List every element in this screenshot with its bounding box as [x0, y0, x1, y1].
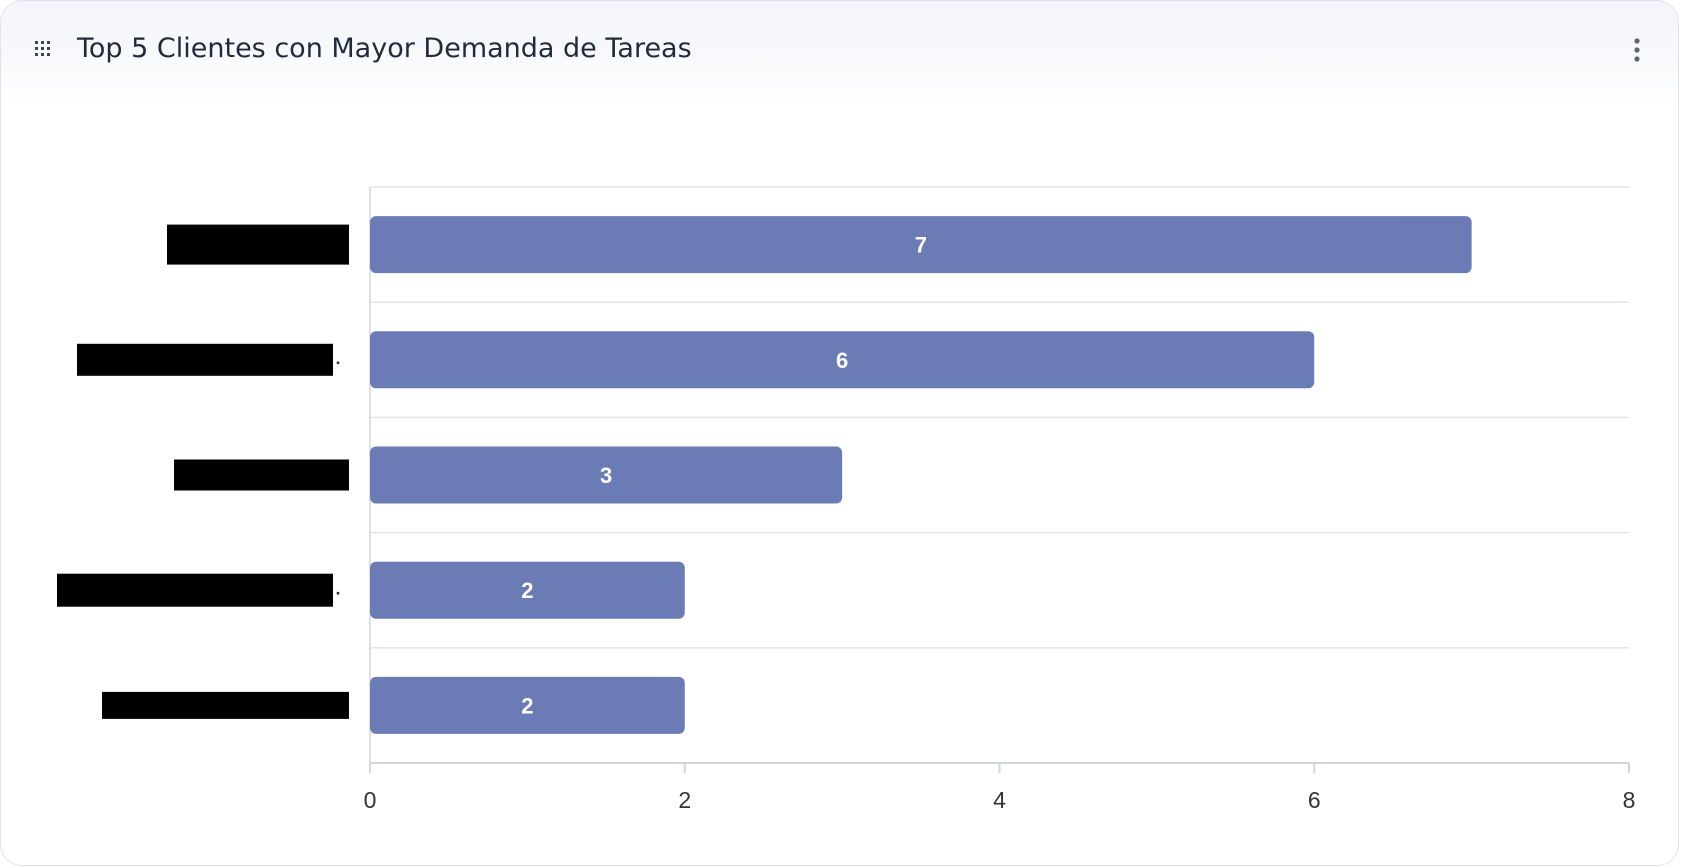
bar: [370, 676, 685, 734]
truncation-dot: [336, 591, 340, 595]
x-tick-label: 2: [678, 787, 691, 813]
x-tick-label: 8: [1623, 787, 1636, 813]
category-label-redacted: [57, 573, 333, 607]
category-label-redacted: [167, 224, 349, 265]
bar-value-label: 7: [915, 233, 927, 258]
bar-value-label: 2: [521, 578, 533, 603]
bar: [370, 446, 843, 504]
truncation-dot: [336, 361, 340, 365]
bar-value-label: 6: [836, 348, 848, 373]
category-label-redacted: [102, 691, 349, 719]
category-label-redacted: [174, 459, 349, 491]
x-tick-label: 4: [993, 787, 1006, 813]
bar-value-label: 2: [521, 693, 533, 718]
bar: [370, 216, 1472, 274]
drag-grid-icon[interactable]: [34, 39, 52, 61]
chart-title: Top 5 Clientes con Mayor Demanda de Tare…: [77, 33, 692, 64]
card-header: Top 5 Clientes con Mayor Demanda de Tare…: [1, 1, 1678, 101]
kebab-menu-icon[interactable]: [1624, 35, 1650, 65]
bar: [370, 561, 685, 619]
bar: [370, 331, 1315, 389]
category-label-redacted: [77, 343, 333, 376]
x-tick-label: 6: [1308, 787, 1321, 813]
x-tick-label: 0: [364, 787, 377, 813]
bar-value-label: 3: [600, 463, 612, 488]
